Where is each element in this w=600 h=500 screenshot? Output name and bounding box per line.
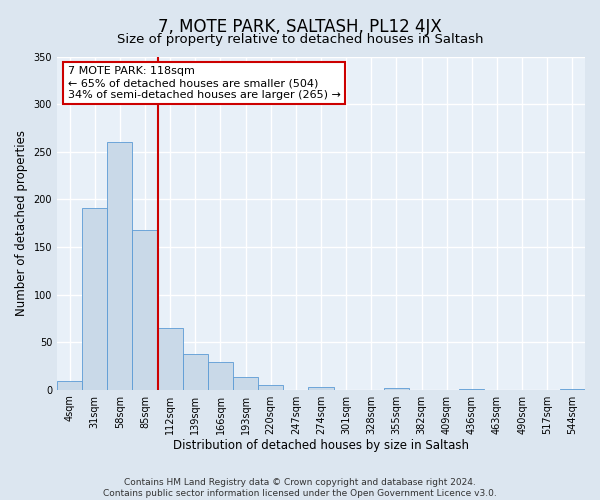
Bar [233,378,258,390]
Bar [57,381,82,390]
X-axis label: Distribution of detached houses by size in Saltash: Distribution of detached houses by size … [173,440,469,452]
Text: 7, MOTE PARK, SALTASH, PL12 4JX: 7, MOTE PARK, SALTASH, PL12 4JX [158,18,442,36]
Bar [183,354,208,390]
Bar [107,142,133,390]
Bar [258,385,283,390]
Bar [384,388,409,390]
Bar [208,362,233,390]
Bar [308,387,334,390]
Y-axis label: Number of detached properties: Number of detached properties [15,130,28,316]
Text: Contains HM Land Registry data © Crown copyright and database right 2024.
Contai: Contains HM Land Registry data © Crown c… [103,478,497,498]
Bar [82,208,107,390]
Bar [459,389,484,390]
Text: 7 MOTE PARK: 118sqm
← 65% of detached houses are smaller (504)
34% of semi-detac: 7 MOTE PARK: 118sqm ← 65% of detached ho… [68,66,340,100]
Text: Size of property relative to detached houses in Saltash: Size of property relative to detached ho… [117,32,483,46]
Bar [133,230,158,390]
Bar [560,389,585,390]
Bar [158,328,183,390]
